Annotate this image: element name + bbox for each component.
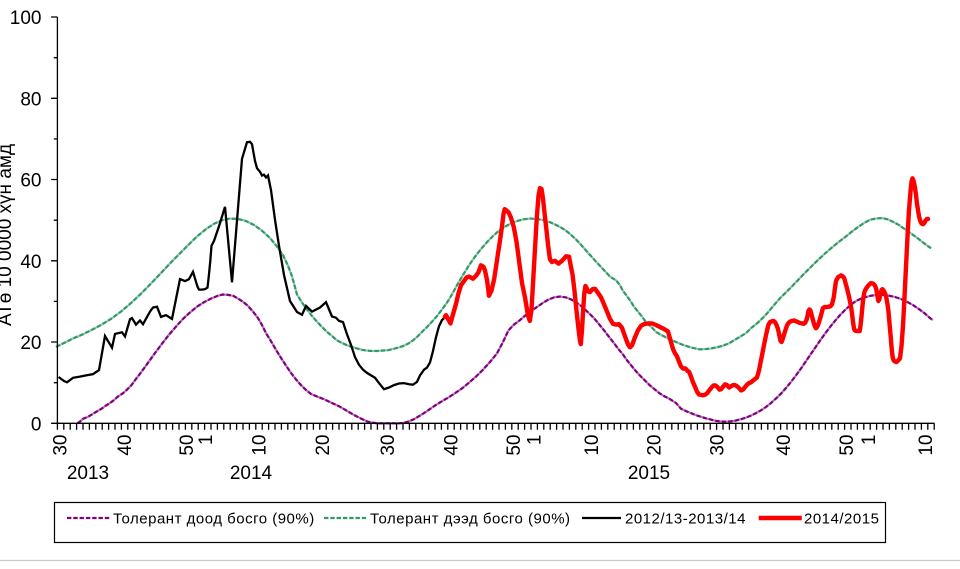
svg-text:1: 1 [196, 435, 217, 446]
svg-text:2012/13-2013/14: 2012/13-2013/14 [625, 511, 746, 528]
svg-text:1: 1 [525, 435, 546, 446]
svg-text:10: 10 [916, 435, 937, 456]
svg-text:0: 0 [31, 415, 42, 436]
svg-text:Толерант дээд босго (90%): Толерант дээд босго (90%) [370, 511, 571, 528]
svg-text:50: 50 [837, 435, 858, 456]
svg-text:40: 40 [115, 435, 136, 456]
svg-text:2013: 2013 [67, 463, 109, 484]
svg-text:50: 50 [177, 435, 198, 456]
svg-text:20: 20 [20, 333, 41, 354]
svg-text:10: 10 [249, 435, 270, 456]
svg-text:50: 50 [504, 435, 525, 456]
svg-text:80: 80 [20, 90, 41, 111]
svg-text:АТө 10 0000 хүн амд: АТө 10 0000 хүн амд [0, 144, 16, 326]
svg-text:30: 30 [707, 435, 728, 456]
svg-text:2014/2015: 2014/2015 [804, 511, 879, 528]
svg-text:30: 30 [51, 435, 72, 456]
svg-text:40: 40 [774, 435, 795, 456]
svg-text:60: 60 [20, 171, 41, 192]
svg-text:20: 20 [313, 435, 334, 456]
svg-text:1: 1 [859, 435, 880, 446]
svg-text:20: 20 [644, 435, 665, 456]
svg-text:100: 100 [10, 8, 42, 29]
svg-text:2015: 2015 [628, 463, 670, 484]
svg-text:2014: 2014 [230, 463, 273, 484]
svg-text:30: 30 [378, 435, 399, 456]
svg-text:10: 10 [582, 435, 603, 456]
svg-text:Толерант доод босго (90%): Толерант доод босго (90%) [113, 511, 315, 528]
svg-text:40: 40 [20, 252, 41, 273]
svg-text:40: 40 [441, 435, 462, 456]
